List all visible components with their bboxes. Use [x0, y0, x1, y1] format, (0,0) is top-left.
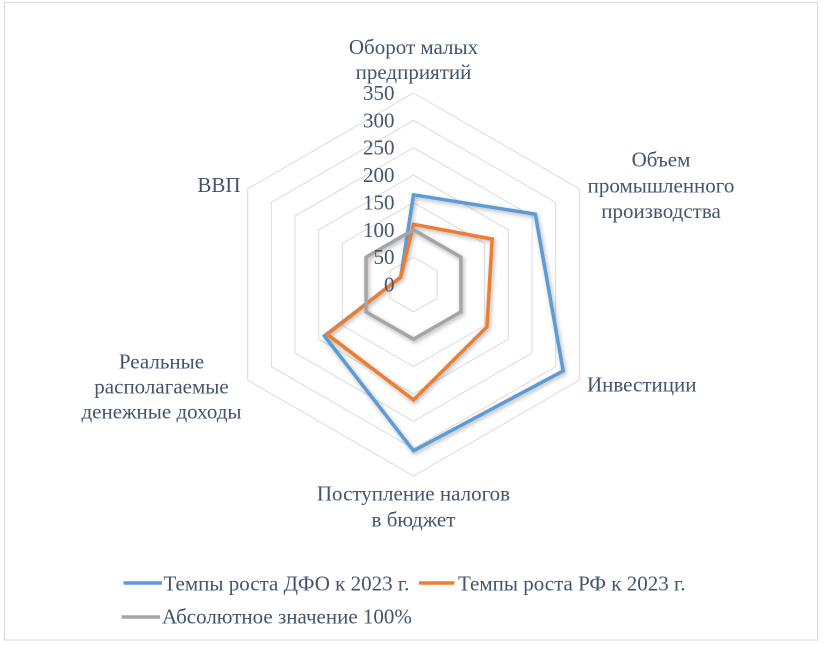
- svg-text:располагаемые: располагаемые: [94, 375, 228, 399]
- svg-text:денежные доходы: денежные доходы: [81, 400, 241, 424]
- svg-text:Поступление налогов: Поступление налогов: [317, 482, 510, 506]
- svg-text:0: 0: [384, 273, 395, 297]
- svg-text:200: 200: [363, 163, 395, 187]
- svg-text:100: 100: [363, 218, 395, 242]
- svg-text:Оборот малых: Оборот малых: [349, 35, 479, 59]
- svg-text:Темпы роста РФ к 2023 г.: Темпы роста РФ к 2023 г.: [458, 572, 685, 596]
- svg-text:350: 350: [363, 81, 395, 105]
- svg-text:производства: производства: [601, 199, 721, 223]
- svg-text:Абсолютное значение 100%: Абсолютное значение 100%: [162, 605, 412, 629]
- svg-text:предприятий: предприятий: [356, 60, 472, 84]
- svg-text:Инвестиции: Инвестиции: [587, 373, 697, 397]
- svg-text:Объем: Объем: [632, 148, 691, 172]
- svg-text:50: 50: [374, 245, 395, 269]
- svg-text:150: 150: [363, 190, 395, 214]
- svg-text:ВВП: ВВП: [197, 173, 240, 197]
- svg-text:250: 250: [363, 136, 395, 160]
- svg-text:промышленного: промышленного: [588, 174, 735, 198]
- svg-text:300: 300: [363, 108, 395, 132]
- svg-text:в бюджет: в бюджет: [372, 508, 456, 532]
- svg-text:Реальные: Реальные: [119, 350, 204, 374]
- svg-text:Темпы роста ДФО к 2023 г.: Темпы роста ДФО к 2023 г.: [164, 572, 410, 596]
